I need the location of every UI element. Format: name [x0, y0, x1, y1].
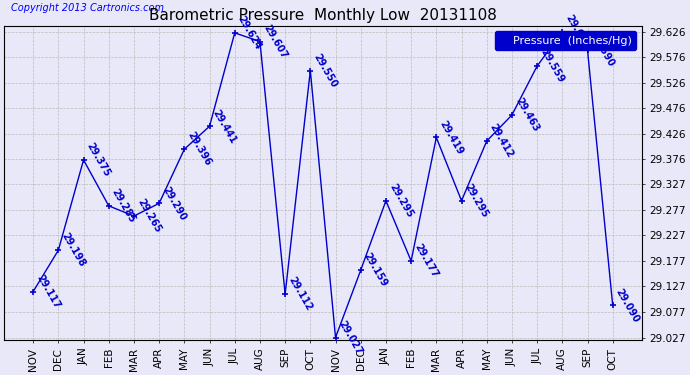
Text: 29.177: 29.177 — [413, 242, 440, 280]
Text: 29.412: 29.412 — [488, 122, 515, 160]
Text: 29.295: 29.295 — [387, 182, 415, 219]
Text: 29.295: 29.295 — [463, 182, 490, 219]
Text: 29.290: 29.290 — [160, 184, 188, 222]
Text: 29.285: 29.285 — [110, 187, 137, 225]
Text: 29.375: 29.375 — [85, 141, 112, 178]
Text: 29.590: 29.590 — [589, 32, 616, 69]
Text: 29.090: 29.090 — [614, 286, 642, 324]
Text: 29.159: 29.159 — [362, 251, 389, 289]
Text: 29.265: 29.265 — [135, 197, 163, 235]
Text: 29.117: 29.117 — [34, 273, 62, 310]
Text: 29.607: 29.607 — [262, 23, 288, 60]
Text: 29.441: 29.441 — [211, 108, 238, 145]
Title: Barometric Pressure  Monthly Low  20131108: Barometric Pressure Monthly Low 20131108 — [149, 8, 497, 23]
Legend: Pressure  (Inches/Hg): Pressure (Inches/Hg) — [495, 31, 636, 50]
Text: 29.112: 29.112 — [286, 275, 314, 313]
Text: 29.027: 29.027 — [337, 319, 364, 356]
Text: 29.550: 29.550 — [312, 52, 339, 89]
Text: 29.198: 29.198 — [59, 231, 87, 269]
Text: Copyright 2013 Cartronics.com: Copyright 2013 Cartronics.com — [10, 3, 164, 13]
Text: 29.396: 29.396 — [186, 130, 213, 168]
Text: 29.559: 29.559 — [538, 47, 566, 85]
Text: 29.624: 29.624 — [236, 14, 264, 52]
Text: 29.626: 29.626 — [564, 13, 591, 51]
Text: 29.463: 29.463 — [513, 96, 540, 134]
Text: 29.419: 29.419 — [437, 119, 465, 156]
